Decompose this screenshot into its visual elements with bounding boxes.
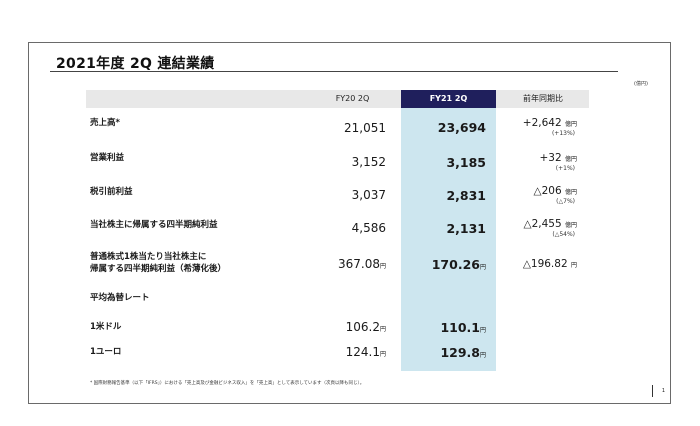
- operating-income-fy20: 3,152: [351, 155, 386, 169]
- net-income-pct: (△54%): [552, 231, 575, 238]
- usd-fy20: 106.2円: [345, 320, 386, 334]
- highlight-column: [401, 108, 496, 371]
- eps-fy20: 367.08円: [337, 257, 386, 271]
- eps-label-line1: 普通株式1株当たり当社株主に: [90, 252, 207, 262]
- col-header-fy20: FY20 2Q: [335, 94, 370, 103]
- net-income-fy21: 2,131: [446, 221, 486, 236]
- sales-fy21: 23,694: [437, 120, 486, 135]
- row-label-sales: 売上高*: [90, 118, 120, 128]
- row-label-net-income: 当社株主に帰属する四半期純利益: [90, 220, 218, 230]
- net-income-change: △2,455 億円: [523, 218, 578, 230]
- pretax-income-pct: (△7%): [556, 198, 575, 205]
- eur-fy20: 124.1円: [345, 345, 386, 359]
- eur-fy21: 129.8円: [440, 345, 486, 360]
- header-highlight: [401, 90, 496, 108]
- operating-income-fy21: 3,185: [446, 155, 486, 170]
- pretax-income-fy20: 3,037: [351, 188, 386, 202]
- col-header-fy21: FY21 2Q: [429, 94, 468, 103]
- slide-frame: [28, 42, 671, 404]
- row-label-eps: 普通株式1株当たり当社株主に 帰属する四半期純利益（希薄化後）: [90, 251, 226, 275]
- usd-fy21: 110.1円: [440, 320, 486, 335]
- operating-income-change: +32 億円: [539, 152, 577, 164]
- sales-change: +2,642 億円: [522, 117, 577, 129]
- fx-heading: 平均為替レート: [90, 293, 150, 303]
- operating-income-pct: (+1%): [555, 165, 575, 172]
- row-label-usd: 1米ドル: [90, 322, 122, 332]
- col-header-yoy: 前年同期比: [523, 94, 563, 103]
- title-underline: [50, 71, 618, 72]
- row-label-operating-income: 営業利益: [90, 153, 125, 163]
- footnote: * 国際財務報告基準（以下「IFRS」）における「売上高及び金融ビジネス収入」を…: [90, 381, 365, 386]
- eps-change: △196.82 円: [522, 258, 577, 270]
- pretax-income-change: △206 億円: [533, 185, 577, 197]
- row-label-eur: 1ユーロ: [90, 347, 122, 357]
- page-title: 2021年度 2Q 連結業績: [56, 56, 215, 72]
- pretax-income-fy21: 2,831: [446, 188, 486, 203]
- page-number: 1: [652, 385, 665, 397]
- sales-pct: (+13%): [551, 130, 575, 137]
- eps-fy21: 170.26円: [431, 257, 486, 272]
- eps-label-line2: 帰属する四半期純利益（希薄化後）: [90, 264, 227, 274]
- sales-fy20: 21,051: [344, 121, 386, 135]
- unit-label: (億円): [634, 81, 648, 87]
- net-income-fy20: 4,586: [351, 221, 386, 235]
- row-label-pretax-income: 税引前利益: [90, 187, 133, 197]
